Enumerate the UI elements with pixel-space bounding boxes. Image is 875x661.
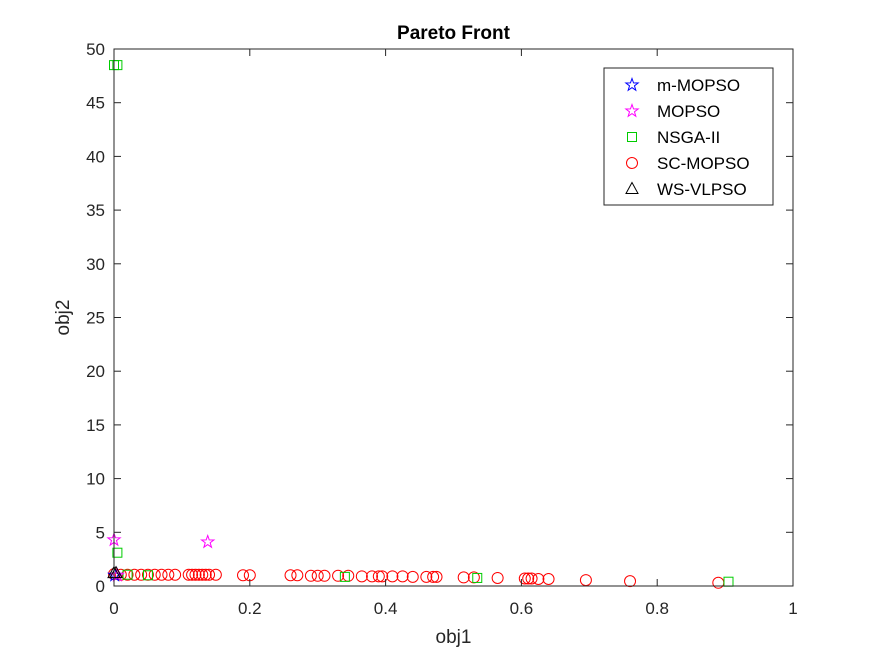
legend-item: WS-VLPSO xyxy=(625,180,747,199)
x-tick-label: 0.2 xyxy=(238,599,262,618)
y-tick-label: 10 xyxy=(86,470,105,489)
data-point xyxy=(372,570,385,583)
data-point xyxy=(318,569,331,582)
data-point xyxy=(182,568,195,581)
data-point xyxy=(339,571,350,582)
y-axis-label: obj2 xyxy=(53,300,74,336)
x-tick-label: 1 xyxy=(788,599,797,618)
legend-marker xyxy=(627,132,637,142)
data-point xyxy=(135,568,148,581)
data-point xyxy=(186,568,199,581)
data-point xyxy=(203,568,216,581)
y-tick-label: 20 xyxy=(86,362,105,381)
legend-item: m-MOPSO xyxy=(624,76,740,95)
data-point xyxy=(332,569,345,582)
chart-title: Pareto Front xyxy=(397,23,511,44)
data-point xyxy=(169,568,182,581)
legend-label: m-MOPSO xyxy=(657,76,740,95)
x-tick-label: 0 xyxy=(109,599,118,618)
data-point xyxy=(420,570,433,583)
legend-marker xyxy=(624,102,640,118)
data-point xyxy=(162,568,175,581)
data-point xyxy=(624,575,637,588)
data-point xyxy=(196,568,209,581)
legend-label: NSGA-II xyxy=(657,128,720,147)
data-point xyxy=(291,569,304,582)
data-point xyxy=(542,573,555,586)
data-point xyxy=(200,533,216,549)
data-point xyxy=(386,570,399,583)
data-point xyxy=(430,570,443,583)
data-point xyxy=(199,568,212,581)
x-tick-label: 0.8 xyxy=(645,599,669,618)
x-axis-label: obj1 xyxy=(436,627,472,648)
legend-marker xyxy=(626,157,638,169)
y-tick-label: 30 xyxy=(86,255,105,274)
x-tick-label: 0.6 xyxy=(510,599,534,618)
data-point xyxy=(209,568,222,581)
data-point xyxy=(518,572,531,585)
data-point xyxy=(532,573,545,586)
data-point xyxy=(472,572,483,583)
data-point xyxy=(406,570,419,583)
data-point xyxy=(376,570,389,583)
data-point xyxy=(491,571,504,584)
data-point xyxy=(155,568,168,581)
data-point xyxy=(522,572,535,585)
data-point xyxy=(148,568,161,581)
y-tick-label: 25 xyxy=(86,309,105,328)
data-point xyxy=(192,568,205,581)
legend: m-MOPSO MOPSO NSGA-II SC-MOPSO WS-VLPSO xyxy=(603,67,774,206)
legend-label: WS-VLPSO xyxy=(657,180,747,199)
data-point xyxy=(311,569,324,582)
data-point xyxy=(109,565,123,579)
data-point xyxy=(237,569,250,582)
legend-item: NSGA-II xyxy=(627,128,720,147)
y-tick-label: 45 xyxy=(86,94,105,113)
y-tick-label: 15 xyxy=(86,416,105,435)
x-tick-label: 0.4 xyxy=(374,599,398,618)
legend-label: SC-MOPSO xyxy=(657,154,750,173)
data-point xyxy=(427,570,440,583)
y-tick-label: 5 xyxy=(96,523,105,542)
legend-marker xyxy=(625,181,639,194)
data-point xyxy=(112,60,123,71)
data-point xyxy=(189,568,202,581)
legend-item: MOPSO xyxy=(624,102,720,121)
y-tick-label: 35 xyxy=(86,201,105,220)
data-marks xyxy=(106,60,734,589)
y-tick-label: 50 xyxy=(86,40,105,59)
data-point xyxy=(396,570,409,583)
data-point xyxy=(142,570,153,581)
data-point xyxy=(525,572,538,585)
y-tick-label: 0 xyxy=(96,577,105,596)
data-point xyxy=(112,547,123,558)
y-tick-label: 40 xyxy=(86,147,105,166)
legend-label: MOPSO xyxy=(657,102,720,121)
data-point xyxy=(457,571,470,584)
data-point xyxy=(128,568,141,581)
legend-marker xyxy=(624,76,640,92)
data-point xyxy=(284,569,297,582)
legend-item: SC-MOPSO xyxy=(626,154,750,173)
data-point xyxy=(304,569,317,582)
data-point xyxy=(122,569,133,580)
data-point xyxy=(366,570,379,583)
data-point xyxy=(355,570,368,583)
